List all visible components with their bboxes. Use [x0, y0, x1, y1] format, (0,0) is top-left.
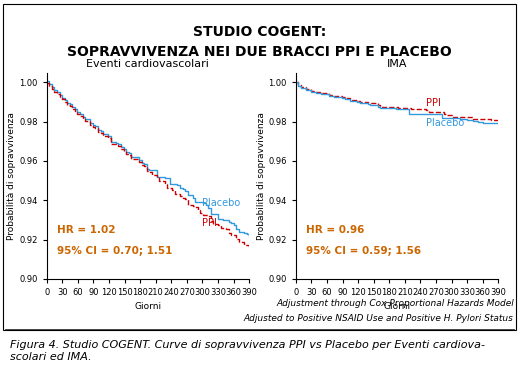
Title: Eventi cardiovascolari: Eventi cardiovascolari: [87, 59, 209, 69]
Text: 95% CI = 0.59; 1.56: 95% CI = 0.59; 1.56: [306, 246, 421, 256]
Y-axis label: Probabilità di sopravvivenza: Probabilità di sopravvivenza: [256, 112, 266, 240]
Text: PPI: PPI: [426, 98, 441, 108]
X-axis label: Giorni: Giorni: [384, 303, 411, 311]
Text: Adjustment through Cox Proportional Hazards Model: Adjustment through Cox Proportional Haza…: [276, 298, 514, 308]
X-axis label: Giorni: Giorni: [134, 303, 161, 311]
Y-axis label: Probabilità di sopravvivenza: Probabilità di sopravvivenza: [7, 112, 17, 240]
Text: HR = 0.96: HR = 0.96: [306, 225, 364, 235]
Text: Placebo: Placebo: [202, 198, 241, 208]
Text: HR = 1.02: HR = 1.02: [57, 225, 115, 235]
Text: Placebo: Placebo: [426, 118, 464, 128]
Text: Adjusted to Positive NSAID Use and Positive H. Pylori Status: Adjusted to Positive NSAID Use and Posit…: [244, 314, 514, 323]
Text: SOPRAVVIVENZA NEI DUE BRACCI PPI E PLACEBO: SOPRAVVIVENZA NEI DUE BRACCI PPI E PLACE…: [67, 45, 452, 58]
Title: IMA: IMA: [387, 59, 407, 69]
Text: STUDIO COGENT:: STUDIO COGENT:: [193, 26, 326, 39]
Text: PPI: PPI: [202, 218, 217, 228]
Text: 95% CI = 0.70; 1.51: 95% CI = 0.70; 1.51: [57, 246, 172, 256]
Text: Figura 4. Studio COGENT. Curve di sopravvivenza PPI vs Placebo per Eventi cardio: Figura 4. Studio COGENT. Curve di soprav…: [10, 340, 485, 362]
